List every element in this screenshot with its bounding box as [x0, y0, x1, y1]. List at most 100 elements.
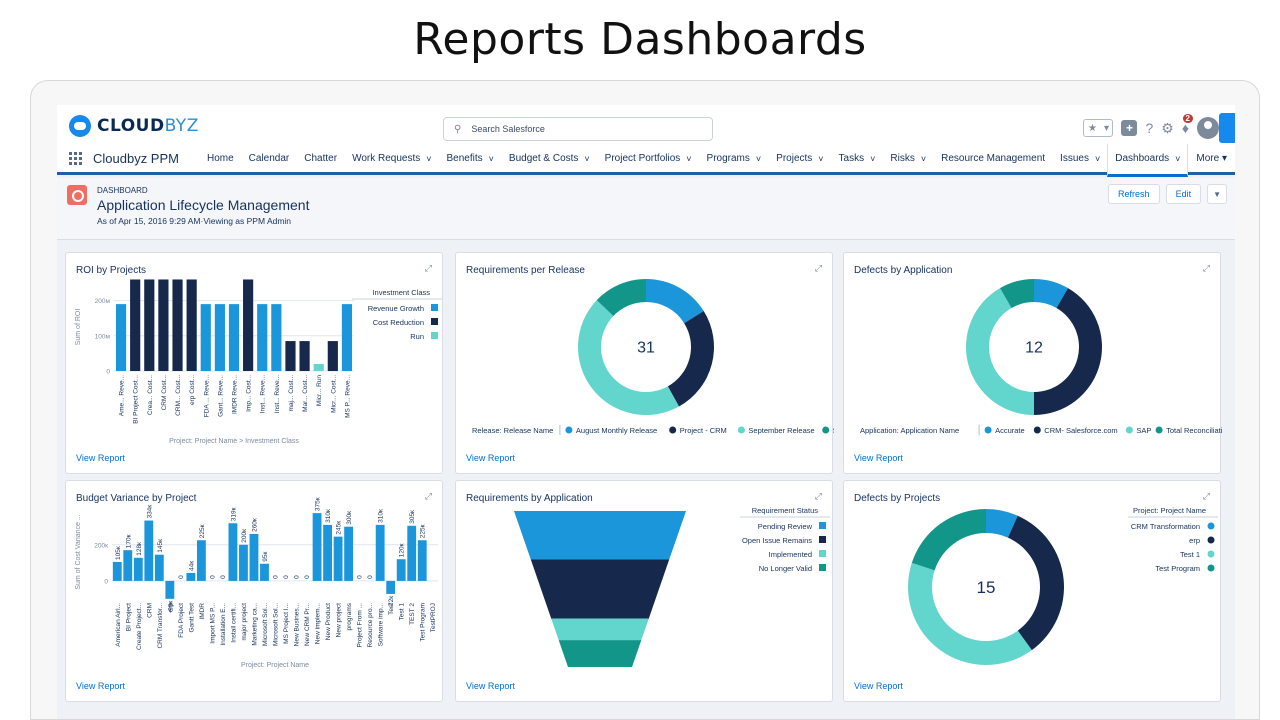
nav-item-more[interactable]: More ▾ [1188, 144, 1234, 174]
pie-slice[interactable] [667, 311, 714, 407]
global-actions-icon[interactable]: + [1121, 120, 1138, 136]
side-panel-button[interactable] [1219, 113, 1235, 143]
bar[interactable] [239, 544, 248, 581]
nav-item-projects[interactable]: Projects ˅ [768, 144, 830, 174]
expand-icon[interactable]: ⤢ [1202, 491, 1210, 501]
view-report-link[interactable]: View Report [466, 681, 515, 691]
expand-icon[interactable]: ⤢ [424, 491, 432, 501]
bar[interactable] [323, 524, 332, 581]
more-actions-button[interactable]: ▼ [1207, 184, 1227, 204]
view-report-link[interactable]: View Report [466, 453, 515, 463]
expand-icon[interactable]: ⤢ [1202, 263, 1210, 273]
help-icon[interactable]: ? [1145, 120, 1154, 136]
view-report-link[interactable]: View Report [76, 681, 125, 691]
bar[interactable] [196, 540, 206, 581]
bar[interactable] [186, 279, 197, 371]
bar[interactable] [260, 563, 269, 581]
bar[interactable] [144, 520, 154, 581]
bar[interactable] [133, 557, 143, 581]
chevron-down-icon[interactable]: ˅ [1175, 153, 1181, 164]
pie-slice[interactable] [1034, 279, 1068, 309]
bar[interactable] [144, 279, 155, 371]
pie-slice[interactable] [1000, 279, 1034, 309]
funnel-segment[interactable] [558, 640, 642, 667]
chevron-down-icon[interactable]: ˅ [686, 153, 692, 164]
bar[interactable] [228, 304, 240, 371]
bar[interactable] [186, 572, 196, 581]
view-report-link[interactable]: View Report [76, 453, 125, 463]
pie-slice[interactable] [646, 279, 704, 324]
bar[interactable] [165, 580, 175, 599]
pie-slice[interactable] [911, 509, 986, 571]
bar[interactable] [386, 580, 396, 594]
bar[interactable] [228, 523, 238, 581]
nav-item-tasks[interactable]: Tasks ˅ [831, 144, 883, 174]
chevron-down-icon[interactable]: ˅ [584, 153, 590, 164]
bar[interactable] [112, 561, 122, 581]
bell-icon[interactable]: ♦ 2 [1182, 114, 1193, 136]
pie-slice[interactable] [1007, 515, 1064, 651]
chevron-down-icon[interactable]: ˅ [818, 153, 824, 164]
bar[interactable] [271, 304, 282, 371]
bar[interactable] [299, 341, 310, 371]
bar[interactable] [123, 550, 133, 581]
bar[interactable] [154, 554, 164, 581]
chevron-down-icon[interactable]: ˅ [488, 153, 494, 164]
chevron-down-icon[interactable]: ˅ [920, 153, 927, 164]
nav-item-calendar[interactable]: Calendar [241, 144, 297, 174]
nav-item-benefits[interactable]: Benefits ˅ [439, 144, 501, 174]
expand-icon[interactable]: ⤢ [814, 263, 822, 273]
pie-slice[interactable] [1034, 288, 1102, 415]
pie-slice[interactable] [908, 562, 1032, 665]
bar[interactable] [158, 279, 169, 371]
bar[interactable] [375, 524, 385, 581]
avatar[interactable] [1197, 117, 1219, 139]
nav-item-programs[interactable]: Programs ˅ [699, 144, 769, 174]
funnel-segment[interactable] [551, 618, 649, 641]
refresh-button[interactable]: Refresh [1108, 184, 1160, 204]
bar[interactable] [200, 304, 211, 371]
favorites-button[interactable]: ★ ▾ [1083, 119, 1114, 137]
bar[interactable] [344, 526, 354, 581]
chevron-down-icon[interactable]: ˅ [755, 153, 762, 164]
pie-slice[interactable] [966, 288, 1034, 415]
nav-item-budget-costs[interactable]: Budget & Costs ˅ [501, 144, 597, 174]
pie-slice[interactable] [578, 300, 680, 415]
nav-item-risks[interactable]: Risks ˅ [882, 144, 933, 174]
nav-item-resource-management[interactable]: Resource Management [933, 144, 1052, 174]
bar[interactable] [312, 513, 322, 581]
bar[interactable] [243, 279, 254, 371]
bar[interactable] [327, 341, 338, 371]
bar[interactable] [130, 279, 141, 371]
bar[interactable] [214, 304, 225, 371]
gear-icon[interactable]: ⚙ [1161, 119, 1174, 136]
pie-slice[interactable] [596, 279, 646, 316]
bar[interactable] [172, 279, 183, 371]
nav-item-project-portfolios[interactable]: Project Portfolios ˅ [597, 144, 699, 174]
bar[interactable] [115, 304, 127, 371]
chevron-down-icon[interactable]: ˅ [1094, 153, 1101, 164]
bar[interactable] [333, 536, 343, 581]
bar[interactable] [341, 304, 353, 371]
chevron-down-icon[interactable]: ˅ [426, 153, 432, 164]
view-report-link[interactable]: View Report [854, 681, 903, 691]
cloudbyz-logo[interactable]: CLOUDBYZ [69, 115, 199, 137]
bar[interactable] [417, 540, 427, 581]
bar[interactable] [396, 559, 406, 581]
pie-slice[interactable] [986, 509, 1018, 538]
search-input[interactable]: ⚲ Search Salesforce [443, 117, 713, 141]
expand-icon[interactable]: ⤢ [814, 491, 822, 501]
funnel-segment[interactable] [530, 559, 670, 619]
nav-item-chatter[interactable]: Chatter [296, 144, 344, 174]
bar[interactable] [407, 525, 417, 581]
view-report-link[interactable]: View Report [854, 453, 903, 463]
funnel-segment[interactable] [514, 511, 686, 560]
bar[interactable] [257, 304, 268, 371]
app-launcher-icon[interactable] [69, 151, 83, 166]
bar[interactable] [285, 341, 296, 371]
nav-item-work-requests[interactable]: Work Requests ˅ [344, 144, 438, 174]
expand-icon[interactable]: ⤢ [424, 263, 432, 273]
edit-button[interactable]: Edit [1165, 184, 1202, 204]
nav-item-home[interactable]: Home [199, 144, 241, 174]
nav-item-issues[interactable]: Issues ˅ [1052, 144, 1107, 174]
